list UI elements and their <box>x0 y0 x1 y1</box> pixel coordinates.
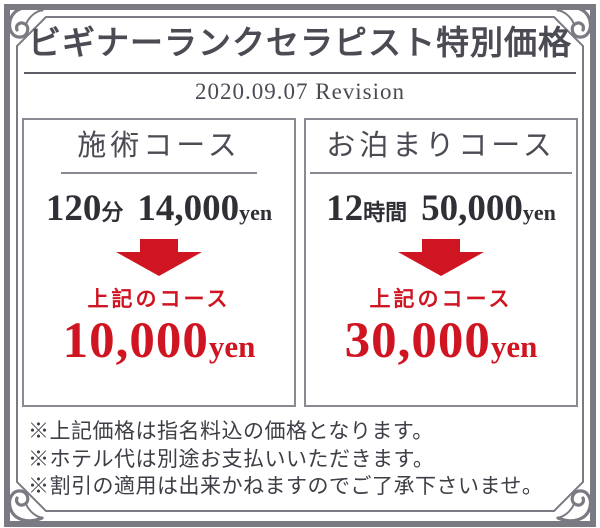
footnotes: ※上記価格は指名料込の価格となります。 ※ホテル代は別途お支払いいただきます。 … <box>28 418 578 500</box>
footnote-line: ※ホテル代は別途お支払いいただきます。 <box>28 446 435 471</box>
promo-price-value: 30,000 <box>344 313 491 370</box>
footnote-line: ※上記価格は指名料込の価格となります。 <box>28 419 434 444</box>
duration-unit: 時間 <box>363 200 408 226</box>
promo-price-unit: yen <box>490 329 538 365</box>
duration-unit: 分 <box>101 200 124 226</box>
course-name: お泊まりコース <box>310 130 572 175</box>
promo-label: 上記のコース <box>87 287 231 312</box>
course-name: 施術コース <box>61 130 257 175</box>
promo-price: 30,000yen <box>306 313 576 370</box>
price-unit: yen <box>522 200 556 226</box>
price-value: 50,000 <box>421 188 523 230</box>
duration-value: 12 <box>326 188 364 230</box>
promo-label: 上記のコース <box>369 287 513 312</box>
revision-date: 2020.09.07 Revision <box>194 79 406 105</box>
price-unit: yen <box>239 200 273 226</box>
original-price-line: 12時間 50,000yen <box>306 190 576 227</box>
promo-price-value: 10,000 <box>62 313 209 370</box>
course-boxes: 施術コース 120分 14,000yen 上記のコース 10,000yen お泊ま… <box>22 118 578 408</box>
footnote-line: ※割引の適用は出来かねますのでご了承下さいませ。 <box>28 473 544 498</box>
duration-value: 120 <box>45 188 102 230</box>
promo-price-unit: yen <box>208 329 256 365</box>
page-title: ビギナーランクセラピスト特別価格 <box>28 26 572 62</box>
down-arrow-icon <box>24 239 294 277</box>
title-divider <box>24 72 576 75</box>
price-value: 14,000 <box>137 188 240 230</box>
promo-price: 10,000yen <box>24 313 294 370</box>
down-arrow-icon <box>306 239 576 277</box>
original-price-line: 120分 14,000yen <box>24 190 294 227</box>
course-box-overnight: お泊まりコース 12時間 50,000yen 上記のコース 30,000yen <box>304 118 578 408</box>
course-box-treatment: 施術コース 120分 14,000yen 上記のコース 10,000yen <box>22 118 296 408</box>
